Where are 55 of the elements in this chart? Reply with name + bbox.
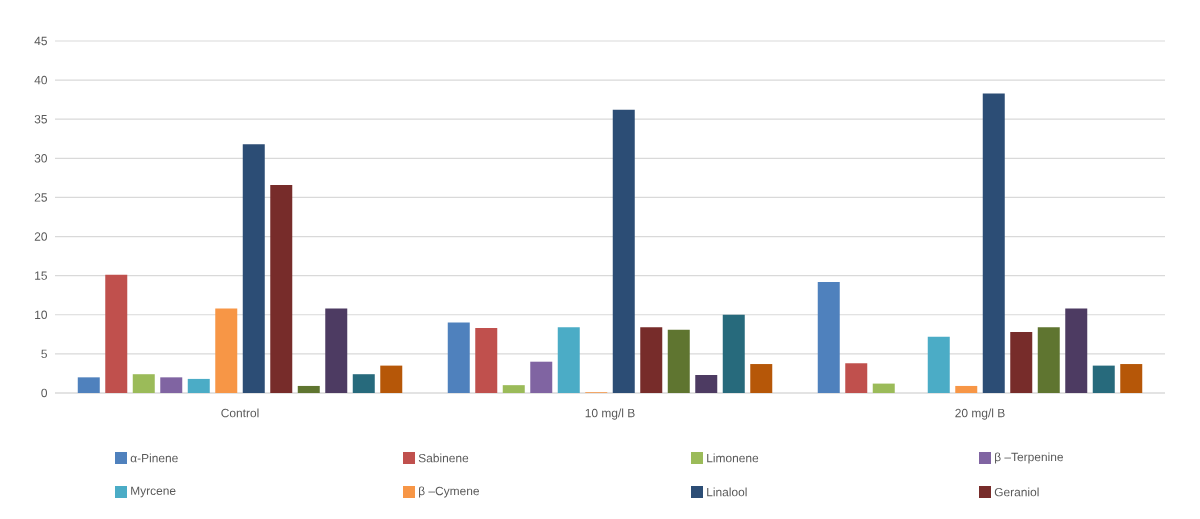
bar (187, 378, 210, 393)
bar (447, 322, 470, 393)
bar (640, 327, 663, 393)
bar (1092, 365, 1115, 393)
bar (817, 281, 840, 393)
bar (160, 377, 183, 393)
bar (722, 314, 745, 393)
bar (242, 144, 265, 393)
legend-label: β –Terpenine (995, 452, 1063, 464)
x-tick-label: 10 mg/l B (585, 408, 635, 420)
y-tick-label: 25 (34, 193, 47, 202)
y-tick-label: 10 (35, 310, 48, 319)
legend-label: Limonene (707, 453, 759, 463)
bar (982, 93, 1005, 393)
y-tick-label: 40 (34, 75, 48, 85)
bar (215, 308, 238, 393)
x-tick-label: Control (221, 408, 259, 418)
bar (750, 364, 773, 393)
bar (380, 365, 403, 393)
bar (132, 374, 155, 393)
legend-label: β –Cymene (419, 486, 480, 498)
bar (927, 336, 950, 393)
y-tick-label: 0 (41, 388, 48, 398)
legend-label: Myrcene (131, 486, 176, 498)
bar (612, 109, 635, 393)
bar (1065, 308, 1088, 393)
bar (845, 363, 868, 393)
bar (297, 385, 320, 393)
bar (530, 361, 553, 393)
bar (105, 274, 128, 393)
legend-label: Geraniol (994, 487, 1039, 497)
bar (872, 383, 895, 393)
bar (1037, 327, 1060, 393)
bar (502, 385, 525, 393)
bar (1010, 331, 1033, 393)
legend-label: α-Pinene (130, 453, 178, 463)
y-tick-label: 15 (35, 271, 47, 280)
bar (1120, 364, 1143, 393)
y-tick-label: 30 (34, 154, 48, 163)
y-tick-label: 35 (34, 114, 47, 124)
bar (695, 374, 718, 393)
bar (667, 329, 690, 393)
legend-label: Linalool (707, 487, 747, 497)
bar (475, 328, 498, 393)
y-tick-label: 20 (34, 232, 48, 241)
y-tick-label: 5 (41, 349, 47, 359)
legend-label: Sabinene (418, 453, 469, 463)
bar (77, 377, 100, 393)
bar (557, 327, 580, 393)
y-tick-label: 45 (34, 36, 47, 46)
bar (270, 184, 293, 393)
bar (352, 374, 375, 393)
bar (325, 308, 348, 393)
x-tick-label: 20 mg/l B (955, 408, 1005, 420)
bar (955, 385, 978, 393)
